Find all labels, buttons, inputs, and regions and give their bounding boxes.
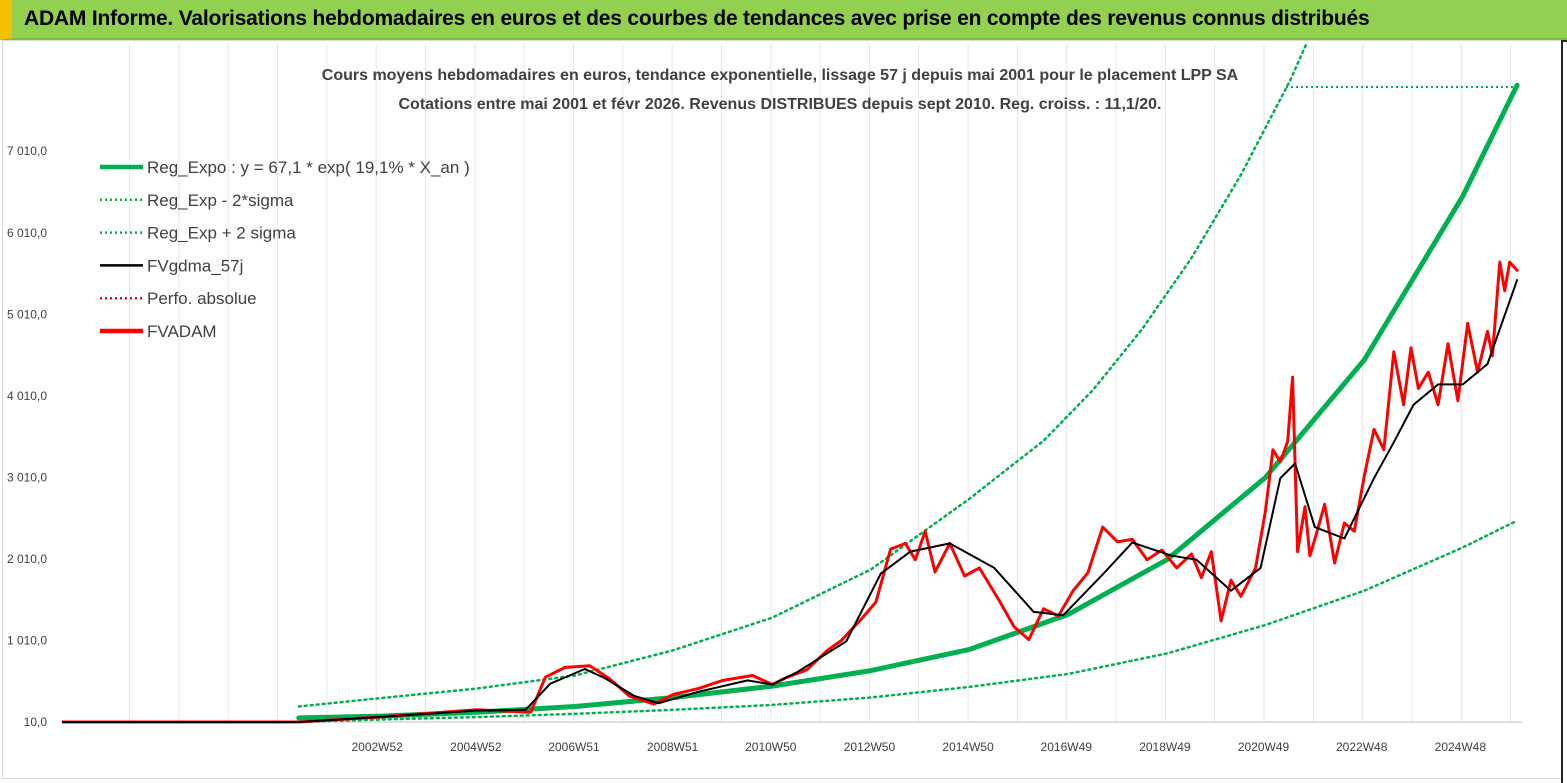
legend-label: Reg_Exp - 2*sigma <box>147 191 294 210</box>
x-tick-label: 2012W50 <box>844 740 896 754</box>
y-tick-label: 1 010,0 <box>7 633 47 647</box>
series-line-reg-expo <box>296 82 1520 721</box>
legend-label: Perfo. absolue <box>147 289 257 308</box>
series-layer <box>62 44 1520 724</box>
legend-label: FVADAM <box>147 322 217 341</box>
legend-label: FVgdma_57j <box>147 256 243 275</box>
series-line-fvadam <box>62 260 1519 724</box>
x-tick-label: 2024W48 <box>1435 740 1487 754</box>
x-tick-label: 2008W51 <box>647 740 699 754</box>
x-tick-label: 2006W51 <box>548 740 600 754</box>
x-tick-label: 2014W50 <box>942 740 994 754</box>
y-tick-label: 10,0 <box>24 715 48 729</box>
y-tick-label: 2 010,0 <box>7 552 47 566</box>
x-tick-label: 2020W49 <box>1238 740 1290 754</box>
y-tick-label: 6 010,0 <box>7 226 47 240</box>
chart-subtitle: Cotations entre mai 2001 et févr 2026. R… <box>399 96 1162 113</box>
x-tick-label: 2002W52 <box>351 740 403 754</box>
header-banner: ADAM Informe. Valorisations hebdomadaire… <box>0 0 1567 40</box>
series-line-reg-minus <box>297 519 1519 724</box>
y-tick-label: 3 010,0 <box>7 470 47 484</box>
y-axis-ticks: 10,0 1 010,0 2 010,0 3 010,0 4 010,0 5 010,0 6… <box>7 144 47 729</box>
legend-label: Reg_Exp + 2 sigma <box>147 224 296 243</box>
y-tick-label: 5 010,0 <box>7 307 47 321</box>
legend: Reg_Expo : y = 67,1 * exp( 19,1% * X_an … <box>100 158 470 341</box>
series-line-reg-plus <box>297 44 1308 708</box>
grid <box>129 44 1512 722</box>
window-edge <box>1561 40 1567 783</box>
y-tick-label: 4 010,0 <box>7 389 47 403</box>
x-tick-label: 2016W49 <box>1041 740 1093 754</box>
legend-label: Reg_Expo : y = 67,1 * exp( 19,1% * X_an … <box>147 158 470 177</box>
x-tick-label: 2004W52 <box>450 740 502 754</box>
x-tick-label: 2018W49 <box>1139 740 1191 754</box>
x-tick-label: 2022W48 <box>1336 740 1388 754</box>
y-tick-label: 7 010,0 <box>7 144 47 158</box>
header-title: ADAM Informe. Valorisations hebdomadaire… <box>24 7 1370 30</box>
x-axis-ticks: 2002W52 2004W52 2006W51 2008W51 2010W50 2012W… <box>351 740 1486 754</box>
chart-title: Cours moyens hebdomadaires en euros, ten… <box>322 67 1239 84</box>
x-tick-label: 2010W50 <box>745 740 797 754</box>
series-line-fvgdma <box>62 279 1519 723</box>
